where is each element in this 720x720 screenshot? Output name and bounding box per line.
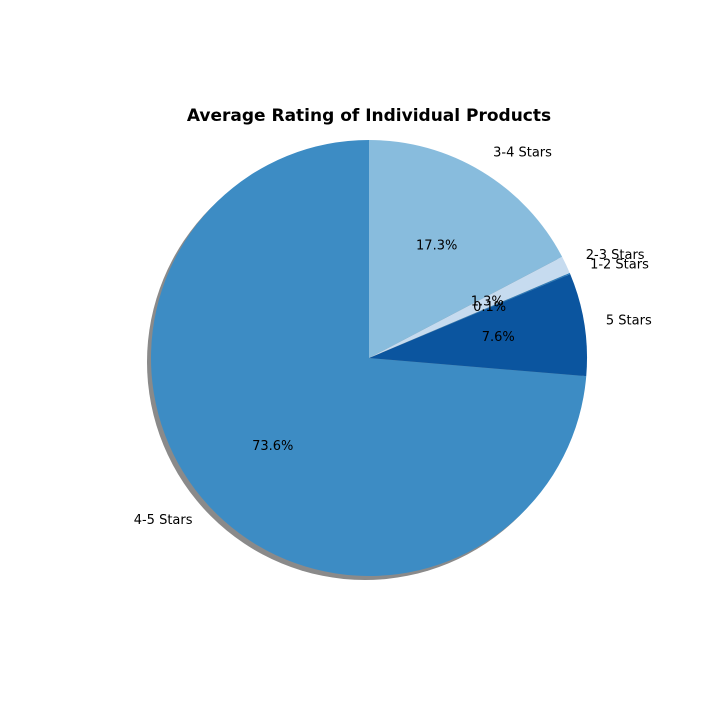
slice-label-1-2-stars: 1-2 Stars xyxy=(590,258,649,273)
chart-title: Average Rating of Individual Products xyxy=(186,106,552,126)
slice-label-2-3-stars: 2-3 Stars xyxy=(586,248,645,263)
pie-slice-4-5-stars xyxy=(151,140,587,576)
pie-slice-5-stars xyxy=(369,274,587,377)
slice-pct-3-4-stars: 17.3% xyxy=(416,239,457,254)
pie-slice-2-3-stars xyxy=(369,256,570,358)
slice-pct-1-2-stars: 0.1% xyxy=(473,300,506,315)
pie-slice-3-4-stars xyxy=(369,140,563,358)
pie-slice-1-2-stars xyxy=(369,272,571,358)
slice-pct-2-3-stars: 1.3% xyxy=(471,295,504,310)
slice-pct-4-5-stars: 73.6% xyxy=(252,439,293,454)
slice-label-4-5-stars: 4-5 Stars xyxy=(134,513,193,528)
slice-label-5-stars: 5 Stars xyxy=(606,313,652,328)
slice-pct-5-stars: 7.6% xyxy=(482,330,515,345)
slice-label-3-4-stars: 3-4 Stars xyxy=(493,145,552,160)
